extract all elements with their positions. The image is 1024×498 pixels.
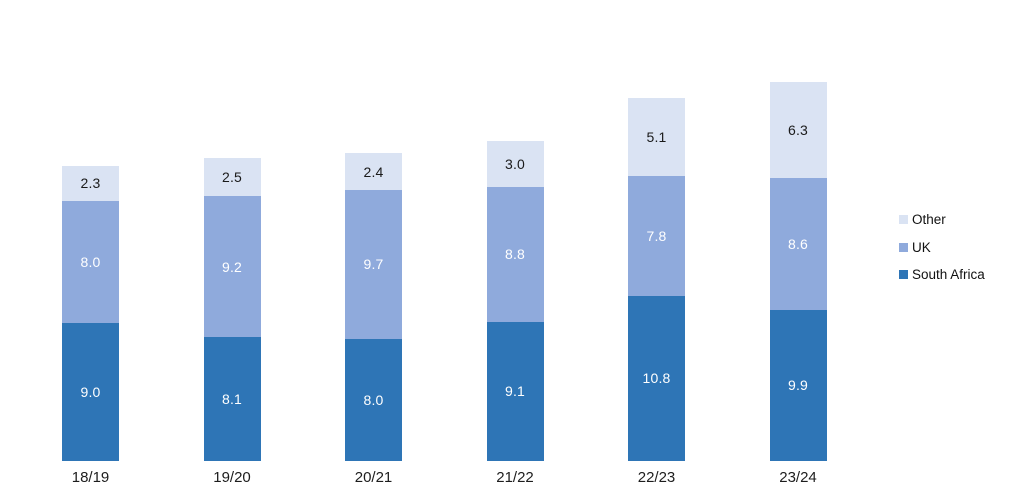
bar-segment-other-22-23: 5.1 xyxy=(628,98,685,177)
bar-value-label: 8.1 xyxy=(221,391,243,408)
x-tick-label-20-21: 20/21 xyxy=(354,469,393,486)
bar-segment-other-19-20: 2.5 xyxy=(203,158,261,197)
bar-value-label: 9.7 xyxy=(363,256,384,273)
x-tick-label-19-20: 19/20 xyxy=(213,469,251,486)
bar-segment-other-20-21: 2.4 xyxy=(345,153,402,191)
legend-item-other: Other xyxy=(899,206,985,234)
bar-segment-south-africa-18-19: 9.0 xyxy=(62,323,119,461)
bar-segment-other-23-24: 6.3 xyxy=(769,81,827,178)
bar-value-label: 2.4 xyxy=(363,163,384,180)
legend-label-south-africa: South Africa xyxy=(912,267,985,283)
bar-value-label: 8.6 xyxy=(787,235,809,252)
legend-swatch-south-africa-icon xyxy=(899,270,908,280)
bar-value-label: 9.9 xyxy=(787,377,809,394)
bar-segment-uk-18-19: 8.0 xyxy=(62,200,119,324)
legend-label-uk: UK xyxy=(912,239,931,255)
bar-value-label: 9.1 xyxy=(504,383,526,400)
bar-segment-other-21-22: 3.0 xyxy=(486,141,544,188)
bar-segment-other-18-19: 2.3 xyxy=(62,165,119,201)
x-tick-label-18-19: 18/19 xyxy=(71,469,110,486)
bar-value-label: 2.5 xyxy=(221,169,243,186)
bar-segment-south-africa-22-23: 10.8 xyxy=(628,295,685,461)
bar-segment-uk-22-23: 7.8 xyxy=(628,176,685,296)
bar-value-label: 9.0 xyxy=(80,384,101,401)
x-tick-label-22-23: 22/23 xyxy=(637,469,676,486)
legend-swatch-other-icon xyxy=(899,215,908,225)
x-tick-label-21-22: 21/22 xyxy=(496,469,534,486)
bar-segment-uk-20-21: 9.7 xyxy=(345,190,402,339)
chart-legend: Other UK South Africa xyxy=(899,206,985,289)
legend-label-other: Other xyxy=(912,212,946,228)
bar-value-label: 8.0 xyxy=(363,391,384,408)
bar-value-label: 9.2 xyxy=(221,258,243,275)
bar-value-label: 8.0 xyxy=(80,254,101,271)
legend-item-uk: UK xyxy=(899,234,985,262)
bar-segment-south-africa-20-21: 8.0 xyxy=(345,338,402,461)
legend-swatch-uk-icon xyxy=(899,242,908,252)
bar-segment-south-africa-21-22: 9.1 xyxy=(486,321,544,461)
bar-value-label: 7.8 xyxy=(646,228,667,245)
bar-value-label: 8.8 xyxy=(504,246,526,263)
bar-value-label: 5.1 xyxy=(646,129,667,146)
x-tick-label-23-24: 23/24 xyxy=(779,469,817,486)
bar-value-label: 6.3 xyxy=(787,121,809,138)
bar-segment-south-africa-19-20: 8.1 xyxy=(203,337,261,461)
bar-segment-south-africa-23-24: 9.9 xyxy=(769,309,827,461)
bar-value-label: 3.0 xyxy=(504,156,526,173)
bar-segment-uk-21-22: 8.8 xyxy=(486,187,544,322)
bar-value-label: 10.8 xyxy=(642,370,671,387)
bar-segment-uk-23-24: 8.6 xyxy=(769,177,827,310)
bar-segment-uk-19-20: 9.2 xyxy=(203,196,261,338)
legend-item-south-africa: South Africa xyxy=(899,261,985,289)
bar-value-label: 2.3 xyxy=(80,175,101,192)
